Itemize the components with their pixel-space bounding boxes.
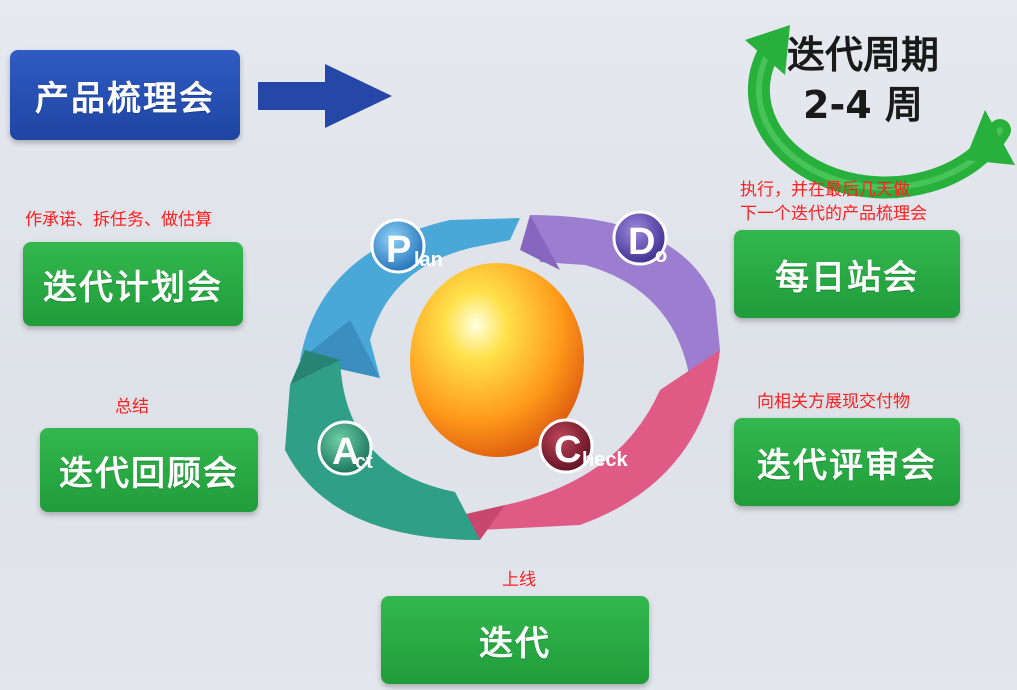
plan-badge	[370, 218, 426, 274]
check-letter: C	[554, 429, 581, 471]
planning-meeting-label: 迭代计划会	[43, 267, 223, 308]
release-note: 上线	[502, 570, 536, 590]
review-note: 向相关方展现交付物	[757, 392, 910, 412]
plan-letter: P	[386, 229, 411, 271]
daily-note-line1: 执行，并在最后几天做	[740, 180, 910, 200]
circular-arrow-icon	[745, 25, 1015, 199]
planning-meeting-box: 迭代计划会	[23, 242, 243, 326]
daily-standup-label: 每日站会	[775, 257, 919, 298]
check-rest: heck	[582, 449, 628, 471]
iteration-label: 迭代	[479, 623, 551, 664]
right-arrow-icon	[258, 64, 392, 128]
retro-note: 总结	[115, 397, 149, 417]
center-sphere	[410, 263, 584, 457]
daily-note: 执行，并在最后几天做 下一个迭代的产品梳理会	[740, 178, 927, 226]
iteration-cycle-line2: 2-4 周	[803, 83, 923, 127]
review-meeting-box: 迭代评审会	[734, 418, 960, 506]
daily-standup-box: 每日站会	[734, 230, 960, 318]
do-badge	[612, 210, 668, 266]
iteration-box: 迭代	[381, 596, 649, 684]
planning-note: 作承诺、拆任务、做估算	[25, 210, 212, 230]
iteration-cycle-line1: 迭代周期	[786, 33, 939, 77]
pdca-ring	[285, 215, 720, 540]
iteration-cycle-title: 迭代周期 2-4 周	[778, 30, 948, 130]
retrospective-meeting-box: 迭代回顾会	[40, 428, 258, 512]
act-badge	[317, 420, 373, 476]
check-badge	[538, 418, 594, 474]
act-letter: A	[332, 431, 359, 473]
plan-rest: lan	[414, 249, 443, 271]
do-letter: D	[628, 221, 655, 263]
review-meeting-label: 迭代评审会	[757, 445, 937, 486]
product-review-box: 产品梳理会	[10, 50, 240, 140]
do-rest: o	[655, 245, 667, 267]
retrospective-meeting-label: 迭代回顾会	[59, 453, 239, 494]
daily-note-line2: 下一个迭代的产品梳理会	[740, 204, 927, 224]
product-review-label: 产品梳理会	[35, 78, 215, 119]
act-rest: ct	[355, 451, 373, 473]
